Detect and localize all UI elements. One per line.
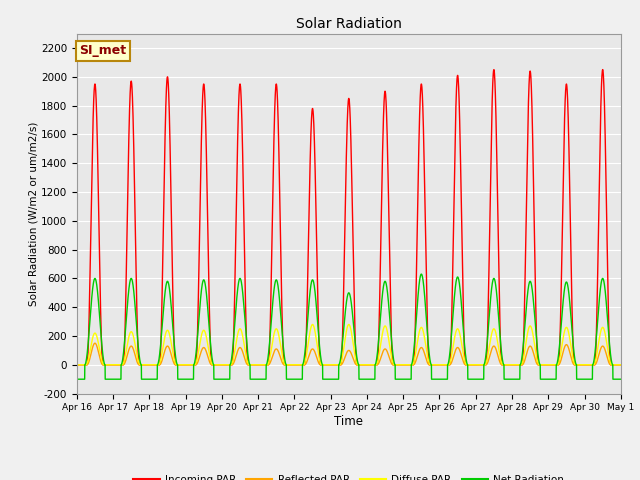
Reflected PAR — [617, 362, 625, 368]
Net Radiation — [225, 376, 232, 382]
Diffuse PAR — [617, 362, 625, 368]
Diffuse PAR — [402, 362, 410, 368]
Title: Solar Radiation: Solar Radiation — [296, 17, 402, 31]
Incoming PAR — [402, 362, 410, 368]
Y-axis label: Solar Radiation (W/m2 or um/m2/s): Solar Radiation (W/m2 or um/m2/s) — [28, 121, 38, 306]
Line: Incoming PAR: Incoming PAR — [77, 70, 621, 365]
Net Radiation — [617, 376, 625, 382]
Reflected PAR — [412, 360, 419, 365]
Incoming PAR — [599, 67, 607, 72]
Diffuse PAR — [308, 322, 316, 327]
Diffuse PAR — [617, 362, 625, 368]
Reflected PAR — [565, 348, 573, 353]
Reflected PAR — [617, 362, 625, 368]
Diffuse PAR — [73, 362, 81, 368]
Net Radiation — [417, 271, 425, 277]
Diffuse PAR — [565, 333, 573, 339]
Reflected PAR — [73, 362, 81, 368]
Incoming PAR — [565, 154, 573, 159]
Net Radiation — [412, 331, 419, 336]
Net Radiation — [73, 376, 81, 382]
Reflected PAR — [91, 340, 99, 346]
Diffuse PAR — [189, 362, 197, 368]
Reflected PAR — [225, 362, 233, 368]
Net Radiation — [189, 376, 197, 382]
Incoming PAR — [617, 362, 625, 368]
Line: Net Radiation: Net Radiation — [77, 274, 621, 379]
Reflected PAR — [189, 362, 197, 368]
Incoming PAR — [617, 362, 625, 368]
Incoming PAR — [73, 362, 81, 368]
Net Radiation — [402, 376, 410, 382]
Diffuse PAR — [225, 362, 232, 368]
Text: SI_met: SI_met — [79, 44, 127, 58]
Incoming PAR — [189, 362, 197, 368]
X-axis label: Time: Time — [334, 415, 364, 428]
Legend: Incoming PAR, Reflected PAR, Diffuse PAR, Net Radiation: Incoming PAR, Reflected PAR, Diffuse PAR… — [129, 471, 568, 480]
Reflected PAR — [402, 362, 410, 368]
Incoming PAR — [225, 362, 232, 368]
Net Radiation — [617, 376, 625, 382]
Incoming PAR — [412, 325, 419, 331]
Diffuse PAR — [412, 352, 419, 358]
Line: Reflected PAR: Reflected PAR — [77, 343, 621, 365]
Net Radiation — [565, 294, 573, 300]
Line: Diffuse PAR: Diffuse PAR — [77, 324, 621, 365]
